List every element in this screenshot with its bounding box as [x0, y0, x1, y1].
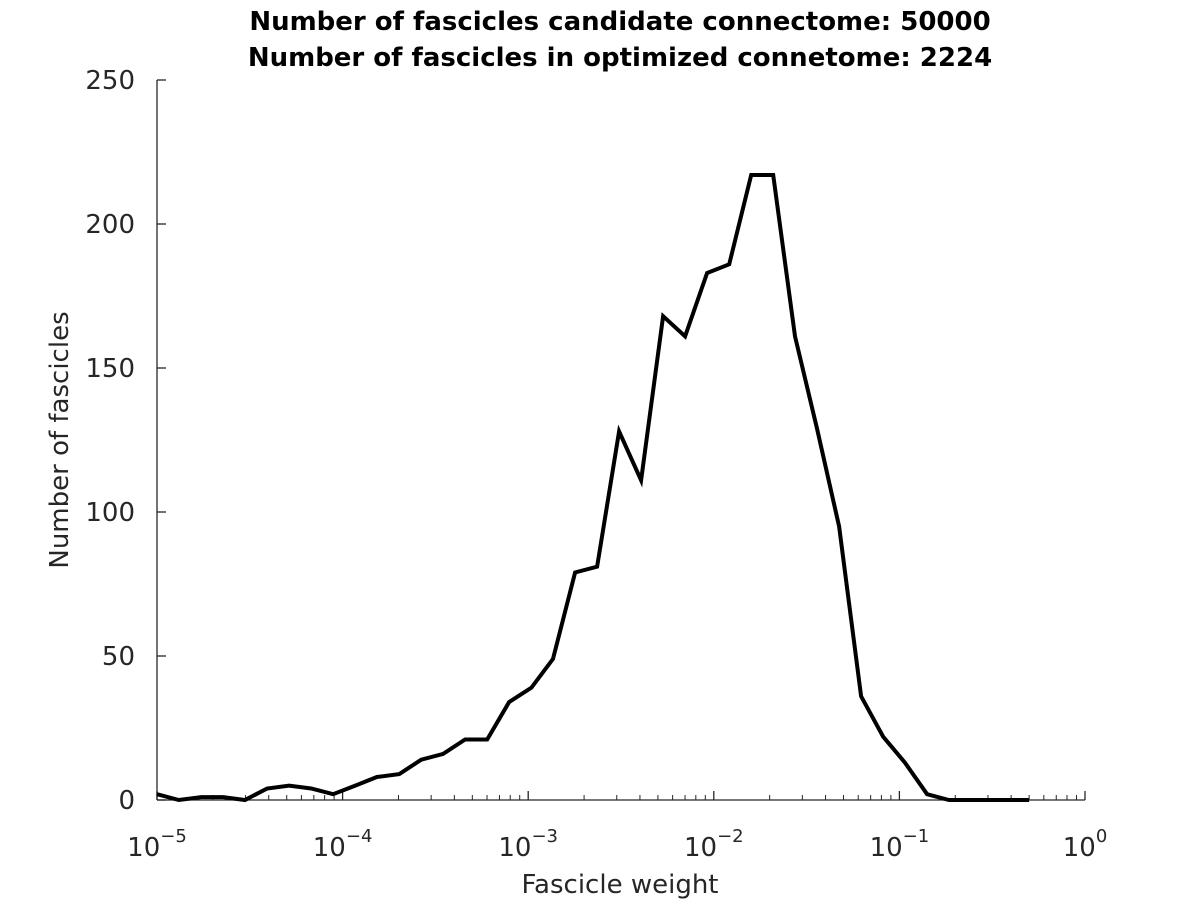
chart-title-line-1: Number of fascicles candidate connectome… — [249, 7, 990, 37]
y-tick-label: 250 — [85, 66, 135, 96]
x-tick-base: 10 — [313, 833, 346, 863]
x-tick-base: 10 — [1063, 833, 1096, 863]
x-tick-label: 10−3 — [498, 826, 558, 863]
x-tick-exponent: −2 — [717, 826, 744, 847]
x-tick-label: 100 — [1063, 826, 1108, 863]
x-tick-label: 10−5 — [127, 826, 187, 863]
series-layer — [156, 173, 1030, 803]
x-tick-label: 10−2 — [684, 826, 744, 863]
x-tick-base: 10 — [870, 833, 903, 863]
x-tick-label: 10−1 — [870, 826, 930, 863]
y-axis-label: Number of fascicles — [45, 311, 75, 568]
y-tick-label: 150 — [85, 354, 135, 384]
y-tick-label: 50 — [102, 642, 135, 672]
x-tick-exponent: −5 — [160, 826, 187, 847]
series-line — [156, 173, 1030, 803]
x-tick-exponent: 0 — [1096, 826, 1107, 847]
y-tick-label: 200 — [85, 210, 135, 240]
x-tick-base: 10 — [498, 833, 531, 863]
y-tick-label: 100 — [85, 498, 135, 528]
x-axis-label: Fascicle weight — [521, 870, 718, 900]
x-tick-exponent: −3 — [531, 826, 558, 847]
x-tick-base: 10 — [127, 833, 160, 863]
x-tick-base: 10 — [684, 833, 717, 863]
y-tick-label: 0 — [118, 786, 135, 816]
x-tick-exponent: −4 — [346, 826, 373, 847]
x-tick-label: 10−4 — [313, 826, 373, 863]
x-tick-exponent: −1 — [903, 826, 930, 847]
chart-title-line-2: Number of fascicles in optimized conneto… — [248, 43, 992, 73]
